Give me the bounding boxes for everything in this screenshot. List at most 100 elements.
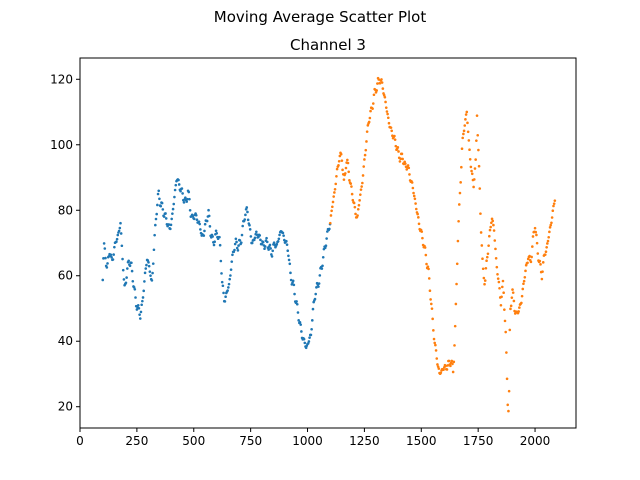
data-point — [223, 300, 227, 303]
data-point — [339, 152, 343, 156]
axes-frame — [79, 57, 577, 429]
data-point — [350, 185, 353, 188]
data-point — [315, 286, 318, 289]
data-point — [331, 205, 334, 209]
data-point — [449, 364, 452, 368]
data-point — [212, 243, 216, 247]
data-point — [195, 218, 199, 222]
data-point — [446, 364, 449, 367]
data-point — [442, 368, 445, 371]
data-point — [304, 346, 308, 350]
data-point — [121, 257, 124, 261]
data-point — [149, 274, 152, 277]
data-point — [489, 225, 492, 229]
data-point — [214, 229, 218, 233]
data-point — [125, 276, 128, 279]
data-point — [502, 291, 505, 295]
data-point — [182, 201, 186, 204]
data-point — [156, 203, 159, 207]
data-point — [541, 261, 545, 264]
data-point — [494, 247, 497, 251]
data-point — [291, 279, 295, 283]
data-point — [493, 239, 497, 242]
data-point — [359, 188, 363, 191]
data-point — [550, 216, 554, 219]
data-point — [500, 285, 504, 289]
data-point — [470, 172, 474, 176]
data-point — [179, 189, 182, 193]
data-point — [522, 282, 525, 286]
data-point — [498, 286, 501, 290]
data-point — [260, 242, 264, 246]
data-point — [508, 328, 512, 332]
data-point — [246, 218, 250, 222]
data-point — [235, 246, 239, 250]
data-point — [231, 253, 234, 257]
data-point — [334, 182, 338, 186]
data-point — [378, 81, 382, 85]
data-point — [222, 291, 225, 295]
data-point — [192, 217, 196, 221]
data-point — [161, 208, 165, 211]
data-point — [332, 195, 335, 198]
data-point — [340, 159, 344, 162]
data-point — [439, 371, 443, 375]
data-point — [154, 217, 158, 221]
data-point — [462, 129, 466, 133]
data-point — [353, 205, 357, 209]
data-point — [528, 254, 531, 258]
data-point — [551, 209, 555, 213]
data-point — [177, 183, 181, 186]
data-point — [122, 278, 126, 281]
data-point — [521, 287, 525, 291]
data-point — [103, 247, 107, 250]
data-point — [457, 219, 460, 223]
data-point — [417, 216, 420, 219]
data-point — [267, 248, 270, 251]
data-point — [495, 265, 499, 269]
data-point — [333, 191, 336, 194]
data-point — [227, 286, 230, 289]
data-point — [476, 133, 480, 137]
data-point — [276, 239, 280, 243]
data-point — [385, 110, 389, 113]
x-tick-label: 250 — [125, 434, 148, 448]
data-point — [102, 257, 105, 260]
data-point — [350, 192, 354, 196]
data-point — [510, 296, 514, 299]
data-point — [540, 277, 544, 281]
data-point — [329, 214, 333, 217]
data-point — [481, 257, 484, 261]
data-point — [491, 219, 495, 223]
data-point — [393, 138, 397, 141]
data-point — [138, 313, 141, 316]
data-point — [437, 367, 441, 370]
data-point — [148, 270, 152, 273]
data-point — [475, 114, 479, 117]
data-point — [396, 146, 400, 149]
data-point — [530, 255, 533, 259]
series-1 — [101, 178, 332, 350]
data-point — [145, 263, 148, 267]
data-point — [466, 130, 470, 134]
data-point — [468, 158, 472, 161]
data-point — [143, 280, 146, 283]
data-point — [487, 244, 490, 247]
data-point — [244, 213, 247, 217]
data-point — [474, 158, 477, 161]
data-point — [152, 248, 156, 252]
data-point — [221, 284, 225, 288]
data-point — [337, 164, 340, 167]
data-point — [240, 241, 243, 244]
data-point — [531, 235, 535, 238]
data-point — [154, 223, 157, 227]
data-point — [158, 197, 161, 201]
x-tick-label: 0 — [76, 434, 84, 448]
data-point — [416, 212, 419, 216]
data-point — [285, 243, 289, 246]
data-point — [138, 317, 142, 320]
data-point — [238, 239, 242, 242]
data-point — [218, 243, 222, 247]
data-point — [387, 121, 391, 125]
data-point — [553, 199, 557, 202]
